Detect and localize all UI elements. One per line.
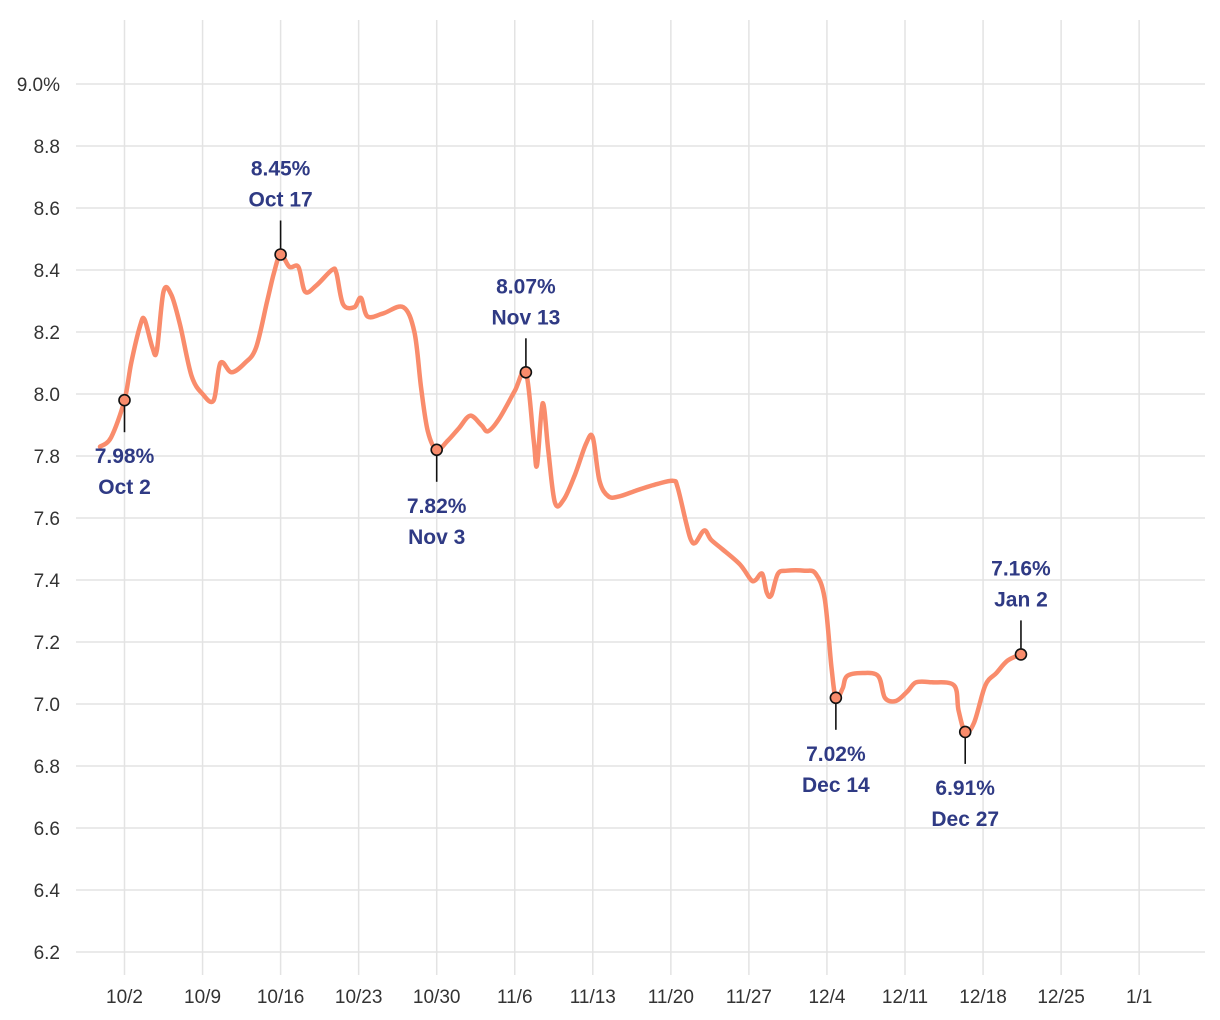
annotation-date-label: Nov 13 [491, 306, 560, 329]
y-tick-label: 6.8 [34, 757, 60, 778]
annotation-date-label: Dec 27 [931, 808, 999, 831]
annotation-value-label: 7.16% [991, 557, 1051, 580]
annotation: 6.91% Dec 27 [931, 725, 999, 831]
x-tick-label: 11/13 [570, 987, 616, 1008]
y-tick-label: 7.8 [34, 447, 60, 468]
data-point-marker [829, 691, 843, 705]
annotation-value-label: 8.45% [251, 158, 311, 181]
annotation-layer: 7.98% Oct 2 8.45% Oct 17 7.82% Nov 3 8.07% Nov … [95, 158, 1051, 831]
annotation: 8.45% Oct 17 [248, 158, 313, 261]
data-point-marker [1014, 648, 1028, 661]
annotation-date-label: Jan 2 [994, 588, 1048, 611]
data-point-marker [958, 725, 972, 739]
grid-lines [76, 20, 1205, 975]
y-tick-label: 8.2 [34, 323, 60, 344]
y-tick-label: 6.6 [34, 819, 60, 840]
annotation-value-label: 6.91% [935, 777, 995, 800]
annotation: 7.98% Oct 2 [95, 393, 155, 499]
annotation: 8.07% Nov 13 [491, 275, 560, 379]
y-tick-label: 8.0 [34, 385, 60, 406]
x-tick-label: 11/20 [648, 987, 694, 1008]
series-line [97, 252, 1024, 735]
x-tick-label: 12/11 [882, 987, 928, 1008]
annotation-value-label: 7.02% [806, 743, 866, 766]
y-tick-label: 7.2 [34, 633, 60, 654]
axis-labels: 9.0% 8.8 8.6 8.4 8.2 8.0 7.8 7.6 7.4 7.2 7.0 6.8 6.6… [17, 75, 1153, 1008]
x-tick-label: 12/4 [808, 987, 845, 1008]
x-tick-label: 10/30 [413, 987, 461, 1008]
y-tick-label: 7.4 [34, 571, 61, 592]
x-tick-label: 1/1 [1126, 987, 1152, 1008]
annotation-date-label: Dec 14 [802, 774, 870, 797]
y-tick-label: 6.4 [34, 881, 61, 902]
y-tick-label: 6.2 [34, 943, 60, 964]
annotation-date-label: Nov 3 [408, 526, 465, 549]
x-tick-label: 12/18 [959, 987, 1007, 1008]
x-tick-label: 10/9 [184, 987, 221, 1008]
y-tick-label: 7.0 [34, 695, 60, 716]
data-point-marker [118, 393, 131, 407]
y-tick-label: 9.0% [17, 75, 60, 96]
annotation-value-label: 7.98% [95, 445, 155, 468]
x-tick-label: 11/6 [497, 987, 533, 1008]
data-point-marker [274, 248, 287, 261]
x-tick-label: 11/27 [726, 987, 772, 1008]
y-tick-label: 8.4 [34, 261, 61, 282]
data-point-marker [430, 443, 444, 457]
y-tick-label: 8.8 [34, 137, 60, 158]
series-layer [97, 252, 1024, 735]
annotation: 7.16% Jan 2 [991, 557, 1051, 661]
annotation-date-label: Oct 17 [248, 189, 312, 212]
x-tick-label: 10/2 [106, 987, 143, 1008]
data-point-marker [519, 365, 533, 379]
annotation: 7.02% Dec 14 [802, 691, 870, 797]
annotation: 7.82% Nov 3 [407, 443, 467, 549]
y-tick-label: 7.6 [34, 509, 60, 530]
x-tick-label: 10/16 [257, 987, 305, 1008]
x-tick-label: 10/23 [335, 987, 383, 1008]
annotation-value-label: 8.07% [496, 275, 556, 298]
annotation-date-label: Oct 2 [98, 476, 151, 499]
y-tick-label: 8.6 [34, 199, 60, 220]
x-tick-label: 12/25 [1037, 987, 1085, 1008]
annotation-value-label: 7.82% [407, 495, 467, 518]
